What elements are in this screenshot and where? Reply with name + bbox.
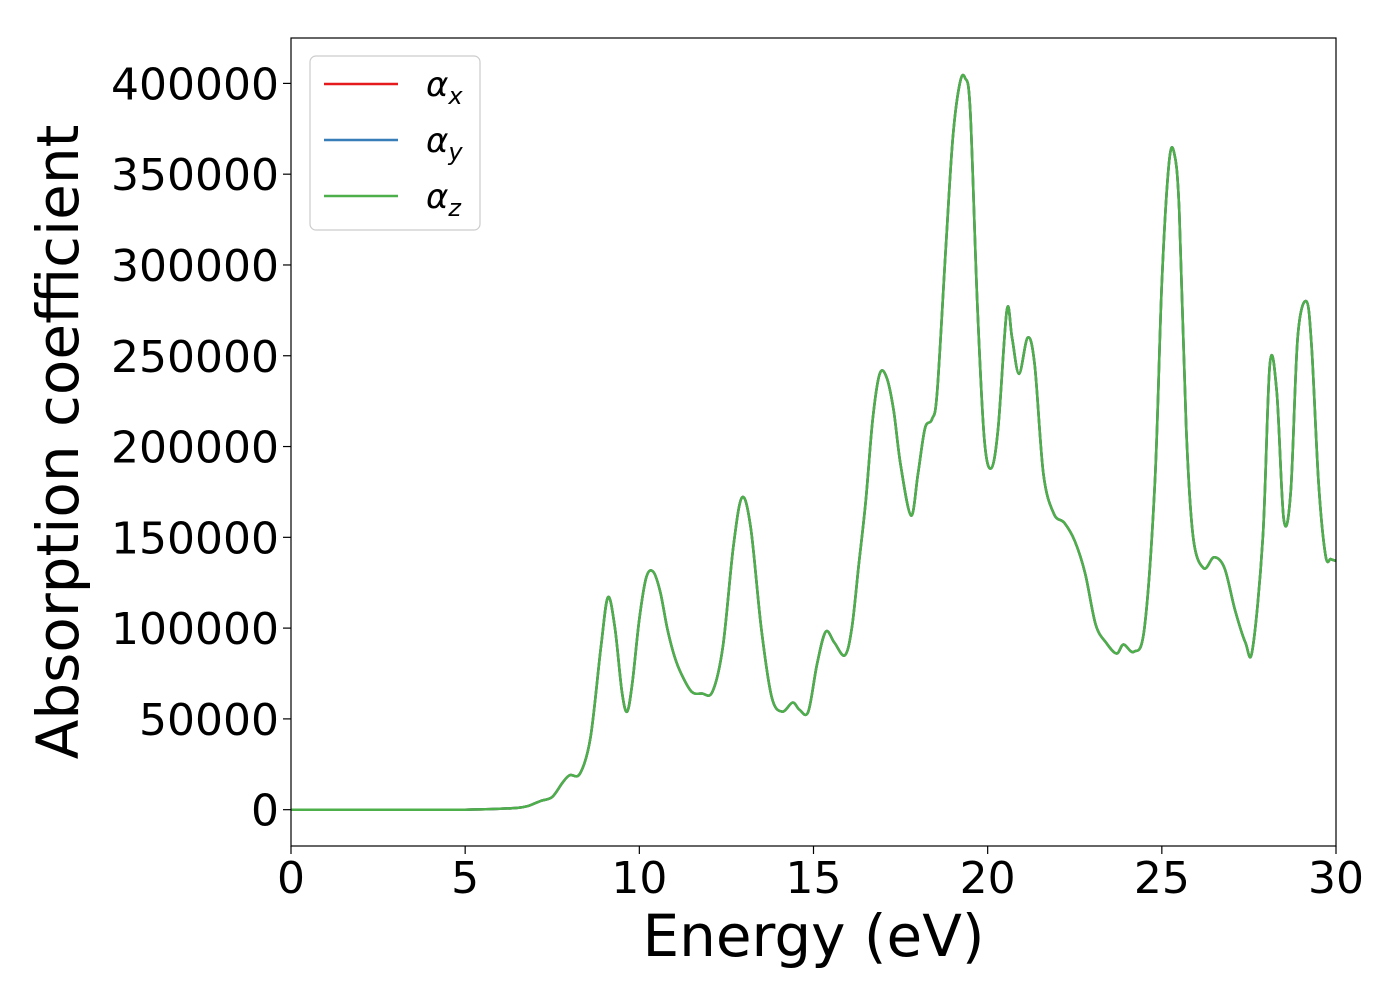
y-tick-label: 250000 bbox=[111, 332, 279, 383]
legend-box bbox=[309, 55, 481, 231]
y-tick-label: 350000 bbox=[111, 150, 279, 201]
legend-label-y: αy bbox=[426, 121, 463, 166]
y-tick-label: 200000 bbox=[111, 423, 279, 474]
y-axis-title: Absorption coefficient bbox=[24, 125, 92, 760]
x-tick-label: 20 bbox=[960, 853, 1016, 904]
series-layer bbox=[290, 73, 1337, 812]
y-tick-label: 0 bbox=[251, 786, 279, 837]
x-axis-title: Energy (eV) bbox=[642, 902, 984, 970]
x-tick-label: 30 bbox=[1308, 853, 1364, 904]
x-tick-label: 25 bbox=[1134, 853, 1190, 904]
y-tick-label: 100000 bbox=[111, 604, 279, 655]
x-tick-label: 15 bbox=[786, 853, 842, 904]
y-tick-label: 50000 bbox=[139, 695, 279, 746]
x-tick-label: 5 bbox=[451, 853, 479, 904]
legend: αx αy αz bbox=[309, 55, 481, 231]
y-tick-label: 400000 bbox=[111, 59, 279, 110]
x-tick-label: 0 bbox=[277, 853, 305, 904]
x-tick-label: 10 bbox=[611, 853, 667, 904]
legend-label-z: αz bbox=[426, 177, 462, 222]
ticks-layer: 0 5 10 15 20 25 30 0 50000 100000 150000 200000 2500… bbox=[111, 59, 1364, 904]
y-tick-label: 150000 bbox=[111, 513, 279, 564]
y-tick-label: 300000 bbox=[111, 241, 279, 292]
series-line-z bbox=[290, 73, 1337, 812]
legend-label-x: αx bbox=[426, 65, 463, 110]
